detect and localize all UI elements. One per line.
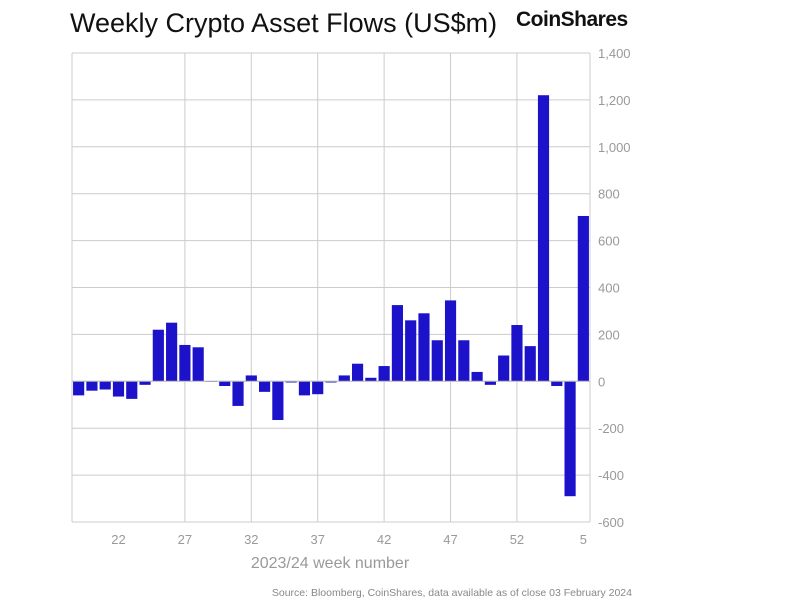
x-tick-label: 47 — [443, 532, 457, 547]
x-tick-label: 27 — [178, 532, 192, 547]
bar-week-23 — [126, 381, 138, 399]
bar-week-52 — [511, 325, 523, 382]
coinshares-logo: CoinShares — [516, 8, 628, 31]
bar-week-47 — [444, 300, 457, 382]
y-tick-label: 1,200 — [598, 93, 631, 108]
y-tick-label: 800 — [598, 187, 620, 202]
bar-week-42 — [378, 366, 390, 382]
bar-week-27 — [179, 344, 191, 382]
bar-week-41 — [365, 377, 377, 382]
bar-week-45 — [418, 313, 430, 382]
bar-week-37 — [312, 381, 324, 395]
bar-week-5 — [577, 215, 589, 382]
y-tick-label: 600 — [598, 234, 620, 249]
bar-week-1 — [524, 346, 536, 382]
bar-week-21 — [99, 381, 111, 390]
bar-week-24 — [139, 381, 151, 385]
bar-week-39 — [338, 375, 350, 382]
bar-week-43 — [391, 305, 403, 382]
y-tick-label: 200 — [598, 327, 620, 342]
y-tick-label: -200 — [598, 421, 624, 436]
bar-week-49 — [471, 371, 483, 382]
bar-week-48 — [458, 340, 470, 382]
y-tick-label: 400 — [598, 281, 620, 296]
bar-week-36 — [298, 381, 311, 396]
x-tick-label: 37 — [310, 532, 324, 547]
bar-week-38 — [325, 381, 337, 383]
bar-week-20 — [86, 381, 98, 391]
bar-week-51 — [498, 355, 510, 382]
x-axis-label: 2023/24 week number — [251, 555, 410, 572]
chart-title: Weekly Crypto Asset Flows (US$m) — [70, 8, 498, 38]
bar-week-25 — [152, 329, 164, 382]
x-tick-label: 42 — [377, 532, 391, 547]
bar-week-44 — [405, 320, 417, 382]
x-tick-label: 32 — [244, 532, 258, 547]
bar-week-26 — [166, 322, 178, 382]
x-tick-label: 52 — [510, 532, 524, 547]
bar-week-28 — [192, 347, 204, 382]
bar-week-22 — [112, 381, 125, 397]
source-note: Source: Bloomberg, CoinShares, data avai… — [271, 587, 632, 599]
y-tick-label: 1,000 — [598, 140, 631, 155]
x-tick-label: 22 — [111, 532, 125, 547]
bar-week-2 — [537, 95, 550, 382]
bar-week-32 — [245, 375, 257, 382]
bar-week-19 — [73, 381, 85, 396]
bar-week-46 — [431, 340, 443, 382]
x-tick-label: 5 — [580, 532, 587, 547]
bar-week-33 — [259, 381, 271, 392]
y-tick-label: -600 — [598, 515, 624, 530]
y-tick-label: 0 — [598, 374, 605, 389]
bar-week-34 — [272, 381, 284, 420]
bar-week-4 — [564, 381, 576, 497]
bar-week-3 — [551, 381, 563, 386]
bar-week-30 — [219, 381, 231, 386]
bar-week-35 — [285, 381, 297, 383]
bar-week-50 — [484, 381, 496, 385]
bar-week-40 — [351, 363, 364, 382]
y-tick-label: 1,400 — [598, 46, 631, 61]
bar-week-31 — [232, 381, 244, 406]
y-tick-label: -400 — [598, 468, 624, 483]
